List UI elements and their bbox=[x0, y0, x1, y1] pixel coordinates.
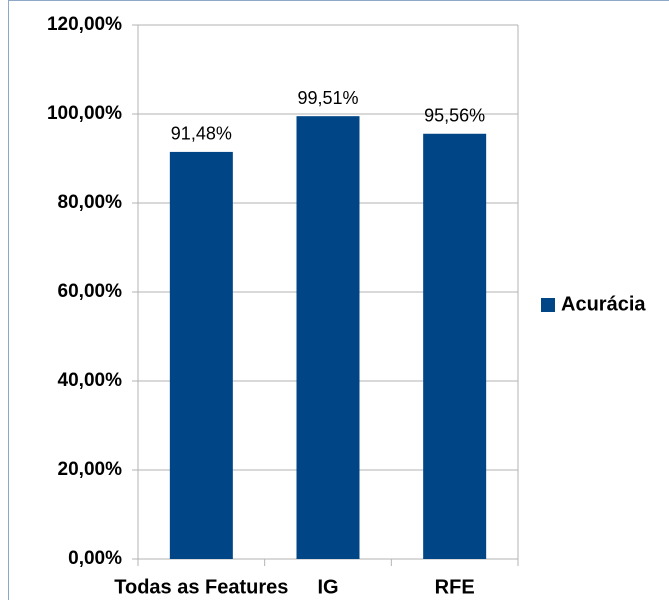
y-tick-label: 100,00% bbox=[47, 103, 122, 124]
y-tick-label: 40,00% bbox=[58, 370, 123, 391]
chart-frame bbox=[8, 0, 669, 600]
x-tick-label: Todas as Features bbox=[114, 576, 288, 598]
bar bbox=[169, 151, 233, 559]
x-tick-label: IG bbox=[317, 576, 338, 598]
y-tick-label: 60,00% bbox=[58, 281, 123, 302]
bar bbox=[296, 116, 360, 560]
y-tick-label: 80,00% bbox=[58, 192, 123, 213]
bar bbox=[423, 133, 487, 559]
x-tick-label: RFE bbox=[435, 576, 475, 598]
legend-swatch bbox=[541, 298, 555, 312]
y-tick-label: 0,00% bbox=[68, 548, 122, 569]
y-tick-label: 120,00% bbox=[47, 14, 122, 35]
y-tick-label: 20,00% bbox=[58, 459, 123, 480]
legend-label: Acurácia bbox=[561, 293, 646, 315]
value-label: 91,48% bbox=[171, 124, 232, 144]
value-label: 99,51% bbox=[297, 88, 358, 108]
value-label: 95,56% bbox=[424, 106, 485, 126]
